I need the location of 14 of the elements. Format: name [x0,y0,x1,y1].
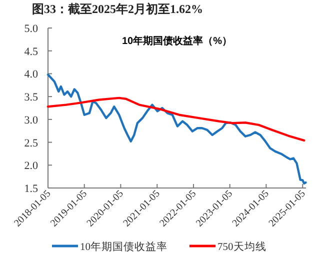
legend-label: 10年期国债收益率 [80,240,168,253]
y-tick-label: 2.0 [24,160,38,172]
y-tick-label: 4.5 [24,46,38,58]
line-series [46,74,307,185]
legend-label: 750天均线 [218,240,266,253]
y-tick-label: 2.5 [24,137,38,150]
text: 10年期国债收益率（%） [122,35,232,47]
y-tick-label: 1.5 [24,183,38,195]
y-tick-label: 3.0 [24,114,38,126]
y-tick-label: 3.5 [24,92,38,104]
line-series [46,96,306,142]
y-tick-label: 4.0 [24,68,38,81]
y-tick-label: 5.0 [24,23,38,35]
chart-title: 图33：截至2025年2月初至1.62% [32,2,203,16]
